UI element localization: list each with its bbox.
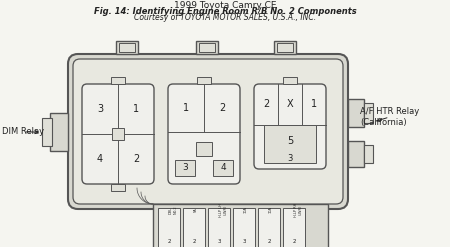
Text: H-LP LH
(LWR): H-LP LH (LWR)	[219, 203, 228, 217]
Text: 5A: 5A	[194, 208, 198, 212]
Text: 4: 4	[220, 164, 226, 172]
Bar	[175, 160, 195, 176]
Text: 10A: 10A	[269, 206, 273, 213]
Bar	[283, 77, 297, 84]
Text: X: X	[287, 99, 293, 109]
Bar	[283, 208, 305, 247]
FancyBboxPatch shape	[73, 59, 343, 204]
Text: 2: 2	[292, 239, 296, 244]
Text: 3: 3	[217, 239, 221, 244]
Bar	[112, 128, 124, 140]
FancyBboxPatch shape	[68, 54, 348, 209]
Bar	[153, 204, 328, 247]
Text: 4: 4	[97, 154, 103, 164]
Bar	[111, 184, 125, 191]
FancyBboxPatch shape	[168, 84, 240, 184]
Text: 2: 2	[219, 103, 225, 113]
Text: DRL NO.4 Relay: DRL NO.4 Relay	[0, 246, 1, 247]
Bar	[197, 77, 211, 84]
Bar	[199, 43, 215, 52]
Bar	[42, 118, 52, 146]
Bar	[116, 41, 138, 54]
Text: 1: 1	[133, 104, 139, 114]
Bar	[264, 125, 316, 163]
Bar	[119, 43, 135, 52]
Bar	[233, 208, 255, 247]
Bar	[348, 99, 364, 127]
Text: 3: 3	[182, 164, 188, 172]
Bar	[50, 113, 68, 151]
Bar	[208, 208, 230, 247]
Text: Courtesy of TOYOTA MOTOR SALES, U.S.A., INC.: Courtesy of TOYOTA MOTOR SALES, U.S.A., …	[134, 13, 316, 22]
Bar	[364, 103, 373, 123]
Text: A/F HTR Relay
(California): A/F HTR Relay (California)	[360, 107, 419, 127]
Text: 5: 5	[287, 136, 293, 146]
Text: 2: 2	[267, 239, 271, 244]
Bar	[348, 141, 364, 167]
Bar	[258, 208, 280, 247]
Bar	[111, 77, 125, 84]
Text: 1: 1	[310, 99, 317, 109]
Text: DRL
NO.2: DRL NO.2	[169, 206, 178, 214]
Bar	[196, 142, 212, 156]
Text: 2: 2	[133, 154, 139, 164]
Text: Fig. 14: Identifying Engine Room R/B No. 2 Components: Fig. 14: Identifying Engine Room R/B No.…	[94, 7, 356, 16]
Text: 3: 3	[242, 239, 246, 244]
Bar	[364, 145, 373, 163]
Text: H-LP RH
(LWR): H-LP RH (LWR)	[294, 203, 302, 217]
Text: 3: 3	[287, 154, 292, 163]
FancyBboxPatch shape	[82, 84, 154, 184]
Text: 2: 2	[192, 239, 196, 244]
FancyBboxPatch shape	[254, 84, 326, 169]
Bar	[158, 208, 180, 247]
Text: 2: 2	[263, 99, 270, 109]
Text: 3: 3	[97, 104, 103, 114]
Text: 1: 1	[183, 103, 189, 113]
Bar	[196, 41, 218, 54]
Text: 1999 Toyota Camry CE: 1999 Toyota Camry CE	[174, 1, 276, 10]
Text: 10A: 10A	[244, 206, 248, 213]
Text: DIM Relay: DIM Relay	[2, 127, 44, 137]
Bar	[277, 43, 293, 52]
Bar	[183, 208, 205, 247]
Bar	[274, 41, 296, 54]
Bar	[213, 160, 233, 176]
Text: 2: 2	[167, 239, 171, 244]
